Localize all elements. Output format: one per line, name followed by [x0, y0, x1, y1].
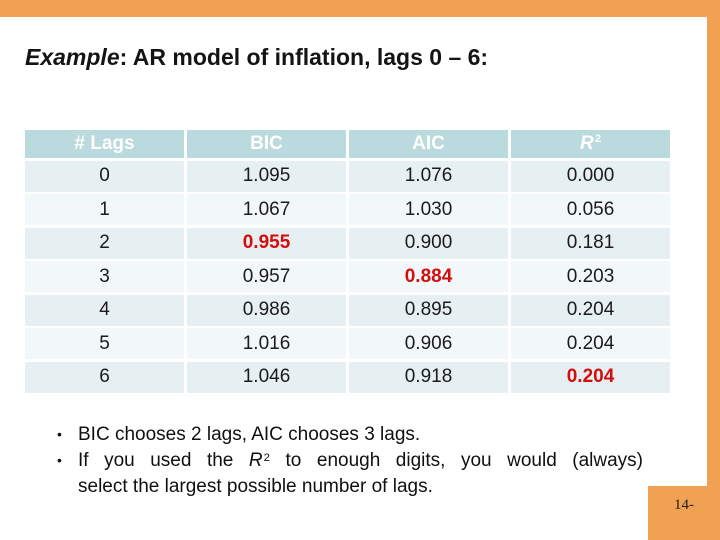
table-cell-lags-lag3: 3: [25, 261, 184, 292]
r2-superscript: 2: [594, 132, 602, 145]
page-number: 14-: [674, 497, 694, 513]
col-header-lags: # Lags: [25, 130, 184, 158]
table-cell-lags-lag0: 0: [25, 160, 184, 192]
table-cell-bic-lag4: 0.986: [187, 294, 346, 326]
table-cell-r2-lag2: 0.181: [511, 227, 670, 259]
table-cell-lags-lag2: 2: [25, 227, 184, 259]
table-cell-r2-lag0: 0.000: [511, 160, 670, 192]
table-cell-aic-lag6: 0.918: [349, 361, 508, 393]
table-cell-bic-lag6: 1.046: [187, 361, 346, 393]
table-cell-aic-lag2: 0.900: [349, 227, 508, 259]
page-number-block: 14-: [648, 486, 720, 540]
bullet-1: • BIC chooses 2 lags, AIC chooses 3 lags…: [57, 423, 643, 446]
table-cell-bic-lag0: 1.095: [187, 160, 346, 192]
bullet-marker: •: [57, 426, 62, 442]
table-cell-bic-lag3: 0.957: [187, 261, 346, 292]
r2-superscript: 2: [263, 451, 270, 464]
table-cell-aic-lag1: 1.030: [349, 194, 508, 225]
table-cell-r2-lag4: 0.204: [511, 294, 670, 326]
table-cell-r2-lag3: 0.203: [511, 261, 670, 292]
slide-title-rest: : AR model of inflation, lags 0 – 6:: [119, 44, 489, 70]
bullet-2-line2: select the largest possible number of la…: [78, 476, 433, 497]
slide-title: Example: AR model of inflation, lags 0 –…: [25, 44, 685, 71]
table-cell-r2-lag5: 0.204: [511, 328, 670, 359]
bullet-1-text: BIC chooses 2 lags, AIC chooses 3 lags.: [78, 424, 421, 445]
table-cell-bic-lag1: 1.067: [187, 194, 346, 225]
table-cell-aic-lag3: 0.884: [349, 261, 508, 292]
bullet-2: • If you used the R2 to enough digits, y…: [57, 449, 643, 498]
notes-section: • BIC chooses 2 lags, AIC chooses 3 lags…: [57, 423, 643, 501]
bullet-2-text: If you used the R2 to enough digits, you…: [78, 449, 643, 498]
table-cell-aic-lag0: 1.076: [349, 160, 508, 192]
table-cell-r2-lag6: 0.204: [511, 361, 670, 393]
table-cell-bic-lag5: 1.016: [187, 328, 346, 359]
col-header-aic: AIC: [349, 130, 508, 158]
table-cell-r2-lag1: 0.056: [511, 194, 670, 225]
slide-title-example-word: Example: [25, 44, 120, 70]
table-cell-aic-lag5: 0.906: [349, 328, 508, 359]
r2-symbol: R: [579, 133, 594, 154]
table-cell-lags-lag4: 4: [25, 294, 184, 326]
col-header-bic: BIC: [187, 130, 346, 158]
r2-symbol: R: [248, 450, 263, 471]
table-cell-aic-lag4: 0.895: [349, 294, 508, 326]
bullet-2-line1: If you used the R2 to enough digits, you…: [78, 450, 644, 471]
bullet-marker: •: [57, 452, 62, 468]
table-cell-lags-lag1: 1: [25, 194, 184, 225]
slide-top-accent-bar: [0, 0, 720, 17]
slide-right-accent-strip: [707, 0, 720, 540]
table-cell-bic-lag2: 0.955: [187, 227, 346, 259]
table-cell-lags-lag6: 6: [25, 361, 184, 393]
table-cell-lags-lag5: 5: [25, 328, 184, 359]
